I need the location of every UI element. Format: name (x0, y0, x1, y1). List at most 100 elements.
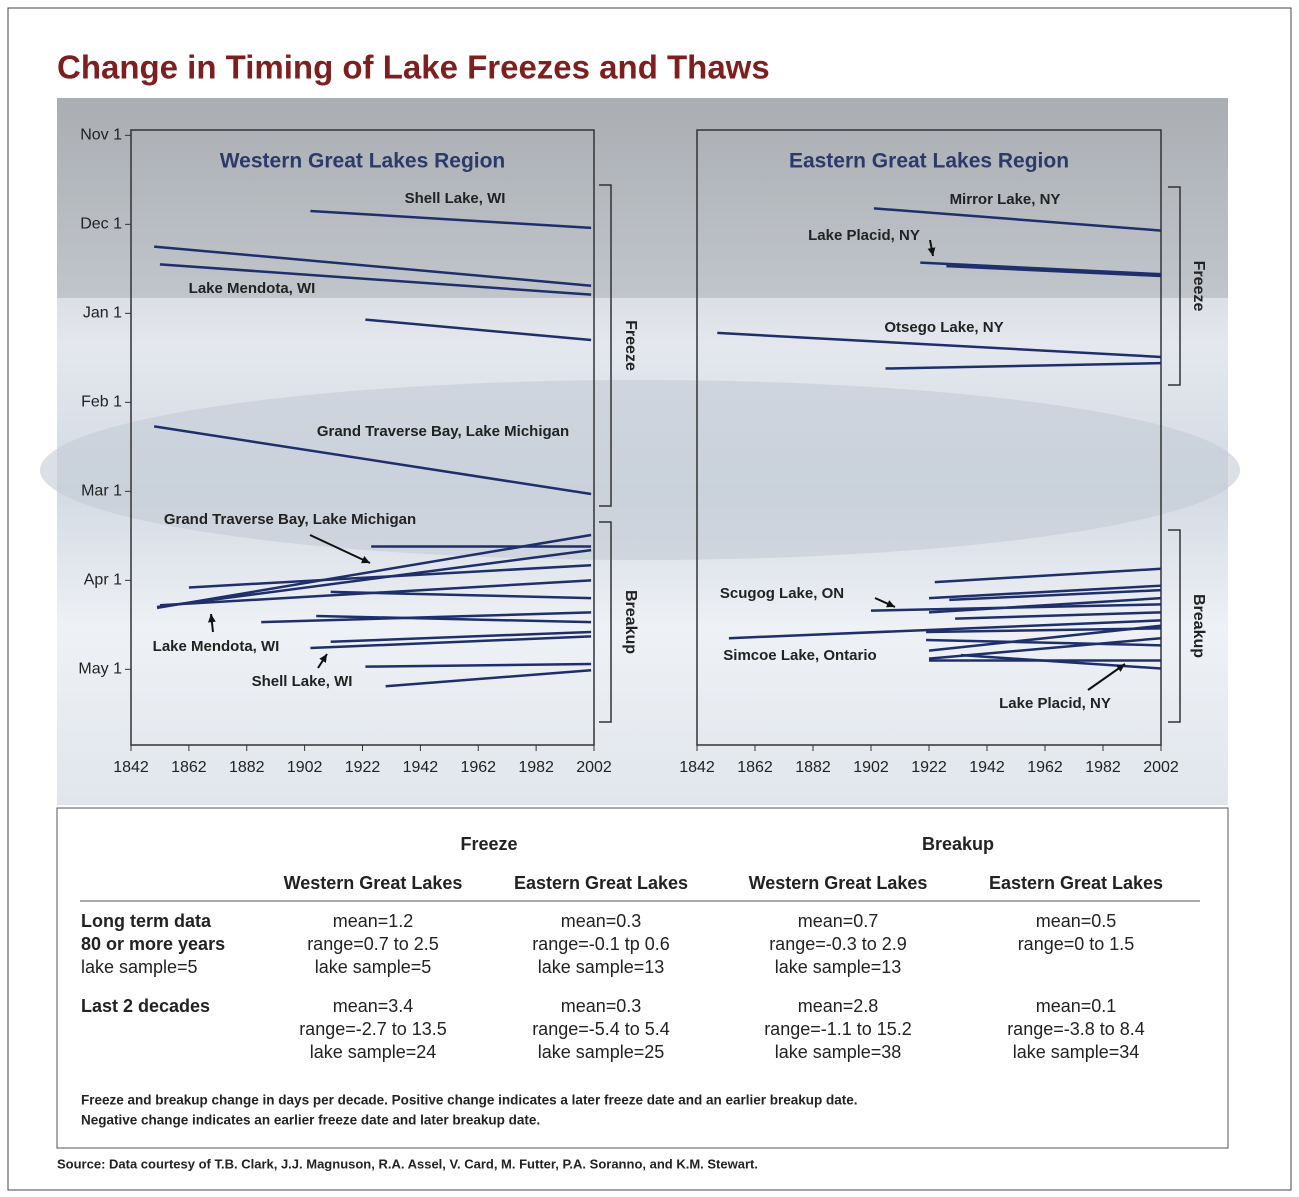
page-title: Change in Timing of Lake Freezes and Tha… (57, 49, 770, 86)
trend-line (159, 263, 592, 296)
annotation: Shell Lake, WI (405, 190, 506, 207)
table-cell: range=0 to 1.5 (1018, 934, 1135, 954)
note: Freeze and breakup change in days per de… (81, 1093, 858, 1108)
table-cell: lake sample=13 (538, 957, 665, 977)
trend-line (920, 261, 1162, 276)
table-cell: mean=0.1 (1036, 996, 1117, 1016)
arrow-shaft (309, 534, 371, 564)
trend-line (156, 548, 592, 609)
trend-line (365, 662, 592, 668)
table-cell: range=-5.4 to 5.4 (532, 1019, 670, 1039)
note: Negative change indicates an earlier fre… (81, 1113, 540, 1128)
table-box (56, 807, 1229, 1149)
y-tick-label: Feb 1 (81, 394, 122, 411)
trend-line (188, 563, 592, 589)
bracket (599, 521, 612, 723)
trend-line (330, 590, 592, 600)
annotation: Lake Mendota, WI (189, 280, 316, 297)
x-tick-label: 1982 (1085, 759, 1121, 776)
plots: Western Great Lakes Region 1842 1862 1882 19… (78, 127, 1206, 777)
bracket (599, 184, 612, 507)
table-cell: mean=1.2 (333, 911, 414, 931)
bracket-label: Freeze (622, 320, 639, 371)
column-header: Eastern Great Lakes (514, 873, 688, 893)
column-header: Eastern Great Lakes (989, 873, 1163, 893)
column-header: Western Great Lakes (284, 873, 463, 893)
table-cell: lake sample=34 (1013, 1042, 1140, 1062)
trend-line (934, 567, 1162, 584)
column-header: Western Great Lakes (749, 873, 928, 893)
trend-line (310, 635, 592, 650)
row-label: Long term data (81, 911, 212, 931)
annotation: Grand Traverse Bay, Lake Michigan (317, 423, 569, 440)
row-label: Last 2 decades (81, 996, 210, 1016)
x-tick-label: 1962 (460, 759, 496, 776)
y-tick-label: Mar 1 (81, 483, 122, 500)
panel-title: Eastern Great Lakes Region (789, 150, 1069, 173)
trend-line (928, 596, 1162, 614)
table-cell: range=-0.3 to 2.9 (769, 934, 907, 954)
panel-title: Western Great Lakes Region (220, 150, 506, 173)
source: Source: Data courtesy of T.B. Clark, J.J… (57, 1156, 758, 1171)
trend-line (728, 619, 1162, 640)
forest-shade (57, 98, 1228, 298)
x-tick-label: 2002 (1143, 759, 1179, 776)
annotation: Lake Placid, NY (999, 695, 1111, 712)
bracket (1168, 186, 1181, 386)
arrow-head (319, 654, 327, 663)
trend-line (316, 614, 592, 624)
bracket-label: Breakup (1190, 594, 1207, 658)
arrow-head (208, 614, 216, 623)
annotation: Otsego Lake, NY (884, 319, 1003, 336)
annotation: Simcoe Lake, Ontario (723, 647, 876, 664)
trend-line (949, 588, 1162, 602)
trend-line (946, 264, 1162, 278)
annotation: Shell Lake, WI (252, 673, 353, 690)
x-tick-label: 1942 (969, 759, 1005, 776)
x-tick-label: 1922 (345, 759, 381, 776)
table-cell: mean=0.3 (561, 911, 642, 931)
table-cell: range=-2.7 to 13.5 (299, 1019, 447, 1039)
table-cell: range=-3.8 to 8.4 (1007, 1019, 1145, 1039)
lake-shade (40, 380, 1240, 560)
x-tick-label: 1902 (853, 759, 889, 776)
bracket-label: Freeze (1190, 261, 1207, 312)
trend-line (385, 668, 592, 688)
trend-line (156, 533, 592, 610)
table-cell: range=-1.1 to 15.2 (764, 1019, 912, 1039)
table-cell: mean=3.4 (333, 996, 414, 1016)
trend-line (153, 425, 592, 496)
trend-line (885, 361, 1162, 370)
trend-line (928, 584, 1162, 600)
table-cell: mean=0.3 (561, 996, 642, 1016)
row-label: 80 or more years (81, 934, 225, 954)
table-cell: lake sample=5 (315, 957, 432, 977)
trend-line (870, 603, 1162, 612)
bracket (1168, 529, 1181, 723)
x-tick-label: 1882 (795, 759, 831, 776)
bracket-label: Breakup (622, 590, 639, 654)
annotation: Mirror Lake, NY (950, 191, 1061, 208)
trend-line (365, 318, 592, 342)
table-cell: lake sample=25 (538, 1042, 665, 1062)
annotation: Lake Placid, NY (808, 227, 920, 244)
table-cell: mean=0.5 (1036, 911, 1117, 931)
trend-line (310, 209, 592, 230)
arrow-head (886, 600, 895, 608)
arrow-head (361, 556, 370, 564)
x-tick-label: 1982 (518, 759, 554, 776)
x-tick-label: 1842 (113, 759, 149, 776)
group-header: Breakup (922, 834, 994, 854)
annotation: Lake Mendota, WI (153, 638, 280, 655)
y-tick-label: Dec 1 (80, 216, 122, 233)
x-tick-label: 1842 (679, 759, 715, 776)
y-tick-label: Apr 1 (84, 572, 122, 589)
row-label: lake sample=5 (81, 957, 198, 977)
trend-line (926, 638, 1162, 647)
x-tick-label: 1942 (403, 759, 439, 776)
trend-line (330, 630, 592, 644)
table-cell: lake sample=38 (775, 1042, 902, 1062)
trend-line (717, 331, 1162, 359)
annotation: Scugog Lake, ON (720, 585, 844, 602)
